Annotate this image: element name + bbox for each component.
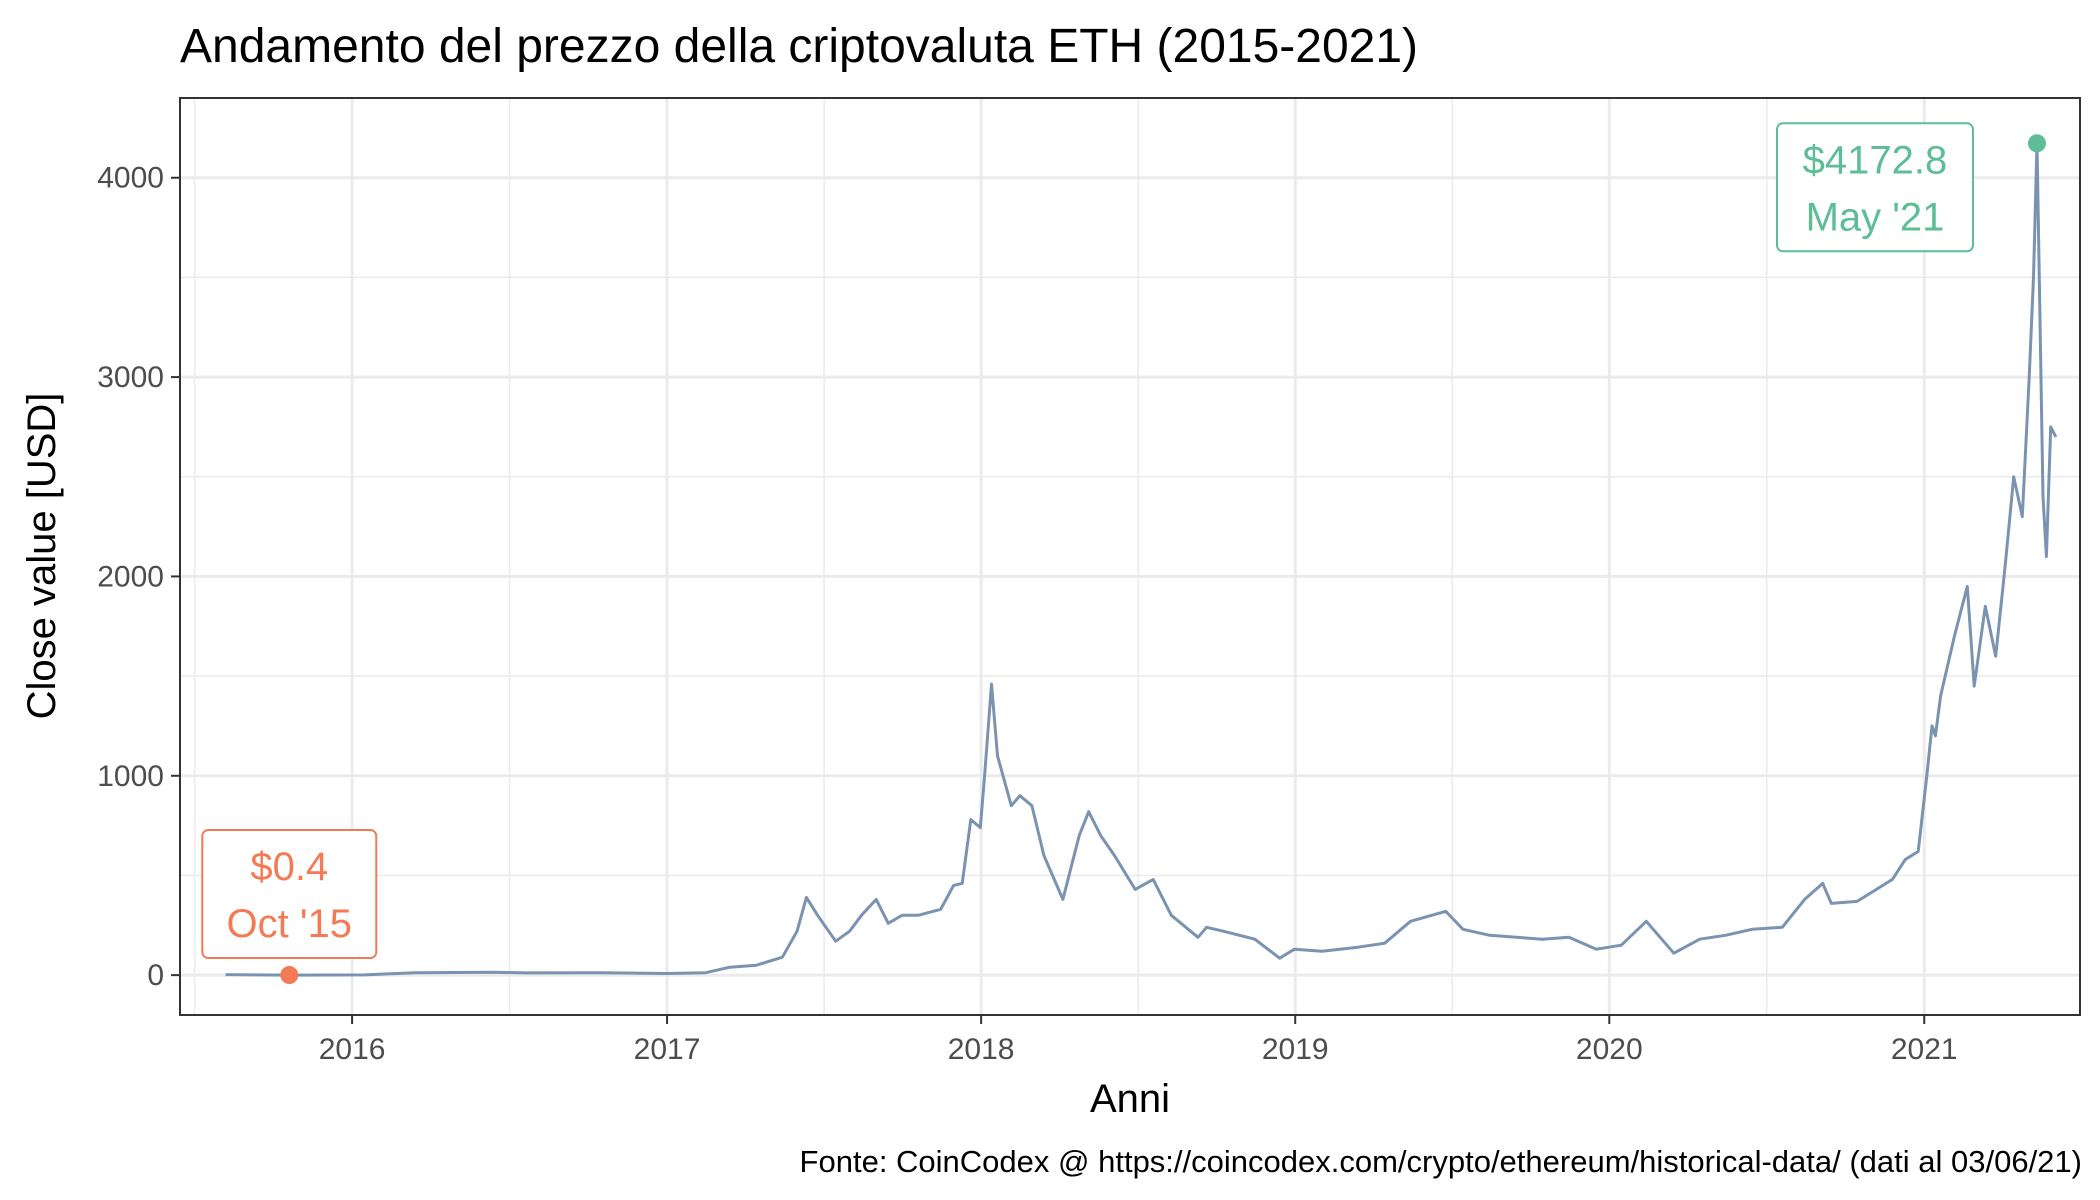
source-caption: Fonte: CoinCodex @ https://coincodex.com…: [800, 1144, 2082, 1179]
plot-panel: [180, 98, 2080, 1015]
x-tick-label: 2018: [948, 1033, 1015, 1066]
y-tick-label: 4000: [97, 162, 164, 195]
max-price-label: $4172.8: [1803, 138, 1948, 182]
y-axis: 0 1000 2000 3000 4000: [97, 162, 180, 992]
min-annotation: $0.4 Oct '15: [201, 829, 378, 985]
y-tick-label: 2000: [97, 560, 164, 593]
x-tick-label: 2019: [1262, 1033, 1329, 1066]
minor-gridlines: [180, 98, 2080, 1015]
x-tick-label: 2016: [319, 1033, 386, 1066]
x-axis-title: Anni: [1090, 1077, 1170, 1121]
min-date-label: Oct '15: [227, 902, 352, 946]
max-annotation-box: [1775, 122, 1974, 253]
price-series-line: [225, 141, 2058, 977]
x-tick-label: 2020: [1576, 1033, 1643, 1066]
max-point: [2027, 134, 2046, 153]
x-axis: 2016 2017 2018 2019 2020 2021: [319, 1015, 1958, 1066]
chart-title: Andamento del prezzo della criptovaluta …: [180, 20, 1418, 73]
y-tick-label: 0: [147, 959, 164, 992]
y-axis-title: Close value [USD]: [20, 393, 64, 720]
x-tick-label: 2021: [1891, 1033, 1958, 1066]
min-point: [280, 966, 299, 985]
x-tick-label: 2017: [634, 1033, 701, 1066]
min-annotation-box: [201, 829, 378, 960]
y-tick-label: 1000: [97, 760, 164, 793]
major-gridlines: [180, 98, 2080, 1015]
plot-border: [179, 97, 2081, 1016]
y-tick-label: 3000: [97, 361, 164, 394]
max-annotation: $4172.8 May '21: [1775, 122, 2046, 253]
max-date-label: May '21: [1806, 195, 1945, 239]
min-price-label: $0.4: [250, 845, 328, 889]
